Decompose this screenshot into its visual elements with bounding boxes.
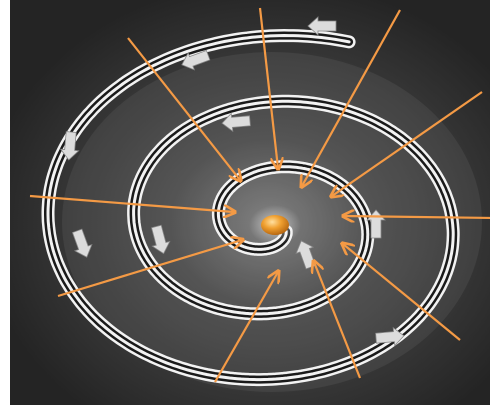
orange-arrow-icon (314, 262, 362, 379)
white-block-arrow-icon (72, 228, 93, 258)
orange-core-icon (261, 215, 289, 235)
orange-arrow-icon (258, 7, 278, 168)
orange-arrow-icon (29, 194, 234, 212)
white-block-arrow-icon (181, 50, 211, 71)
direction-arrows (59, 16, 405, 347)
orange-arrow-icon (57, 240, 242, 298)
orange-arrow-icon (214, 272, 278, 383)
white-block-arrow-icon (221, 112, 251, 133)
spiral-diagram-canvas (10, 0, 490, 405)
orange-arrow-icon (343, 244, 461, 341)
center-core (249, 205, 301, 245)
orange-arrow-icon (332, 91, 483, 196)
orange-arrow-icon (344, 216, 490, 218)
white-block-arrow-icon (151, 224, 171, 255)
dark-background (10, 0, 490, 405)
orange-arrow-icon (127, 37, 240, 180)
white-block-arrow-icon (307, 16, 337, 36)
white-block-arrow-icon (375, 326, 405, 347)
spiral-diagram (10, 0, 490, 405)
white-block-arrow-icon (59, 131, 80, 161)
inflow-arrows (29, 7, 490, 383)
orange-arrow-icon (302, 9, 401, 186)
